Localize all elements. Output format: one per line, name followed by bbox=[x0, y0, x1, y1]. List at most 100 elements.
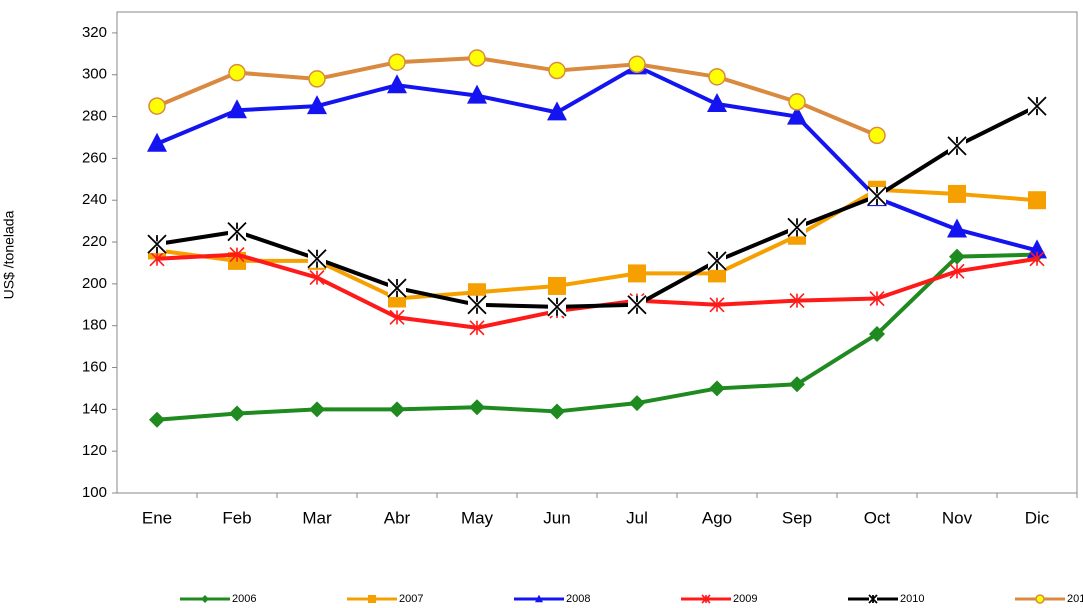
marker-shape bbox=[467, 84, 487, 104]
marker bbox=[468, 49, 486, 67]
marker-shape bbox=[368, 595, 376, 603]
x-tick-label: Jul bbox=[626, 508, 648, 527]
x-tick-label: Ago bbox=[702, 508, 732, 527]
x-tick-label: Feb bbox=[222, 508, 251, 527]
marker bbox=[229, 405, 245, 422]
marker-shape bbox=[147, 132, 167, 152]
marker-shape bbox=[309, 270, 325, 286]
marker bbox=[789, 293, 805, 309]
x-tick-label: Dic bbox=[1025, 508, 1050, 527]
marker-shape bbox=[949, 263, 965, 279]
marker-shape bbox=[308, 70, 326, 88]
legend-label: 2009 bbox=[733, 593, 757, 605]
marker bbox=[308, 70, 326, 88]
marker-shape bbox=[949, 248, 965, 265]
legend-label: 2006 bbox=[232, 593, 256, 605]
marker-shape bbox=[547, 101, 567, 121]
marker-shape bbox=[547, 297, 567, 317]
marker-shape bbox=[1027, 96, 1047, 116]
marker-shape bbox=[708, 68, 726, 86]
marker-shape bbox=[201, 595, 209, 603]
marker-shape bbox=[535, 594, 543, 603]
marker bbox=[1035, 594, 1045, 604]
marker bbox=[708, 68, 726, 86]
marker bbox=[148, 97, 166, 115]
marker-shape bbox=[229, 405, 245, 422]
marker bbox=[628, 264, 646, 283]
y-tick-label: 100 bbox=[82, 484, 107, 501]
marker-shape bbox=[389, 401, 405, 418]
series-line bbox=[156, 56, 878, 138]
marker bbox=[549, 403, 565, 420]
marker-shape bbox=[627, 295, 647, 315]
marker-shape bbox=[148, 97, 166, 115]
marker bbox=[307, 249, 327, 269]
marker bbox=[147, 234, 167, 254]
y-tick-label: 120 bbox=[82, 442, 107, 459]
marker bbox=[535, 594, 543, 603]
marker bbox=[628, 55, 646, 74]
marker bbox=[387, 278, 407, 298]
marker bbox=[868, 126, 886, 145]
marker bbox=[389, 401, 405, 418]
y-tick-label: 240 bbox=[82, 191, 107, 208]
marker-shape bbox=[468, 49, 486, 67]
y-axis-label: US$ /tonelada bbox=[1, 210, 17, 299]
marker bbox=[709, 297, 725, 313]
marker-shape bbox=[869, 290, 885, 307]
marker bbox=[147, 132, 167, 152]
marker bbox=[469, 399, 485, 416]
y-tick-label: 180 bbox=[82, 317, 107, 334]
marker-shape bbox=[149, 251, 165, 267]
marker bbox=[227, 99, 247, 119]
marker bbox=[868, 594, 878, 604]
marker-shape bbox=[387, 278, 407, 298]
marker-shape bbox=[869, 326, 885, 343]
y-tick-label: 220 bbox=[82, 233, 107, 250]
marker bbox=[788, 93, 806, 111]
marker-shape bbox=[389, 309, 405, 325]
marker-shape bbox=[309, 401, 325, 418]
marker-shape bbox=[948, 184, 966, 203]
marker-shape bbox=[707, 93, 727, 113]
marker bbox=[1029, 251, 1045, 267]
marker bbox=[149, 411, 165, 428]
marker-shape bbox=[947, 136, 967, 156]
marker bbox=[947, 136, 967, 156]
marker bbox=[701, 594, 711, 604]
marker-shape bbox=[1028, 191, 1046, 210]
y-tick-label: 200 bbox=[82, 275, 107, 292]
x-tick-label: May bbox=[461, 508, 494, 527]
marker-shape bbox=[867, 186, 887, 206]
marker-shape bbox=[868, 594, 878, 604]
marker-shape bbox=[469, 320, 485, 336]
marker bbox=[949, 248, 965, 265]
marker-shape bbox=[868, 126, 886, 145]
marker bbox=[467, 84, 487, 104]
marker bbox=[467, 295, 487, 315]
marker-shape bbox=[149, 411, 165, 428]
marker bbox=[229, 247, 245, 263]
x-tick-label: Jun bbox=[543, 508, 570, 527]
y-tick-label: 260 bbox=[82, 149, 107, 166]
marker-shape bbox=[709, 380, 725, 397]
marker-shape bbox=[227, 99, 247, 119]
marker bbox=[787, 217, 807, 238]
x-tick-label: Ene bbox=[142, 508, 172, 527]
marker bbox=[789, 376, 805, 393]
y-tick-label: 160 bbox=[82, 358, 107, 375]
marker bbox=[387, 74, 407, 94]
legend-label: 2008 bbox=[566, 593, 590, 605]
marker bbox=[389, 309, 405, 325]
marker-shape bbox=[388, 53, 406, 71]
marker-shape bbox=[789, 293, 805, 309]
marker-shape bbox=[788, 93, 806, 111]
series-line bbox=[156, 64, 1038, 253]
marker bbox=[309, 270, 325, 286]
marker-shape bbox=[548, 61, 566, 80]
y-tick-label: 300 bbox=[82, 66, 107, 83]
marker bbox=[627, 295, 647, 315]
x-tick-label: Abr bbox=[384, 508, 411, 527]
marker bbox=[869, 290, 885, 307]
